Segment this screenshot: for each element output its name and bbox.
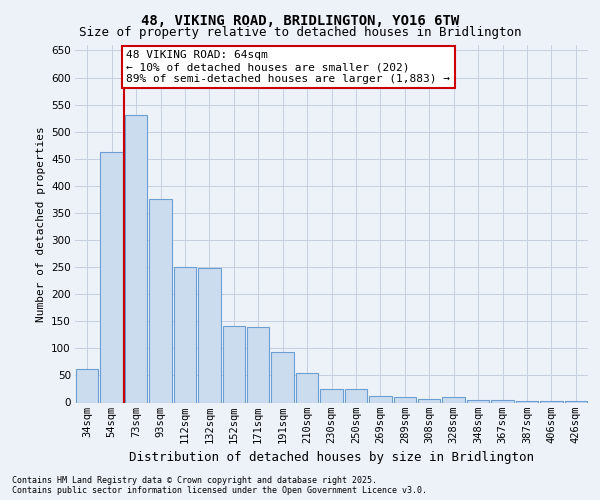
Text: Size of property relative to detached houses in Bridlington: Size of property relative to detached ho… xyxy=(79,26,521,39)
Bar xyxy=(320,389,343,402)
Bar xyxy=(442,397,465,402)
Bar xyxy=(394,396,416,402)
Bar xyxy=(271,352,294,403)
Bar xyxy=(467,400,490,402)
Text: 48, VIKING ROAD, BRIDLINGTON, YO16 6TW: 48, VIKING ROAD, BRIDLINGTON, YO16 6TW xyxy=(141,14,459,28)
Text: 48 VIKING ROAD: 64sqm
← 10% of detached houses are smaller (202)
89% of semi-det: 48 VIKING ROAD: 64sqm ← 10% of detached … xyxy=(127,50,450,84)
Text: Contains public sector information licensed under the Open Government Licence v3: Contains public sector information licen… xyxy=(12,486,427,495)
Bar xyxy=(491,400,514,402)
Bar xyxy=(149,200,172,402)
Bar xyxy=(223,326,245,402)
Bar xyxy=(418,398,440,402)
Bar xyxy=(100,152,123,403)
Bar xyxy=(125,116,148,403)
Bar xyxy=(173,267,196,402)
Bar xyxy=(515,401,538,402)
X-axis label: Distribution of detached houses by size in Bridlington: Distribution of detached houses by size … xyxy=(129,451,534,464)
Bar xyxy=(296,372,319,402)
Bar xyxy=(76,369,98,402)
Text: Contains HM Land Registry data © Crown copyright and database right 2025.: Contains HM Land Registry data © Crown c… xyxy=(12,476,377,485)
Bar xyxy=(344,389,367,402)
Bar xyxy=(198,268,221,402)
Bar xyxy=(369,396,392,402)
Bar xyxy=(247,326,269,402)
Y-axis label: Number of detached properties: Number of detached properties xyxy=(35,126,46,322)
